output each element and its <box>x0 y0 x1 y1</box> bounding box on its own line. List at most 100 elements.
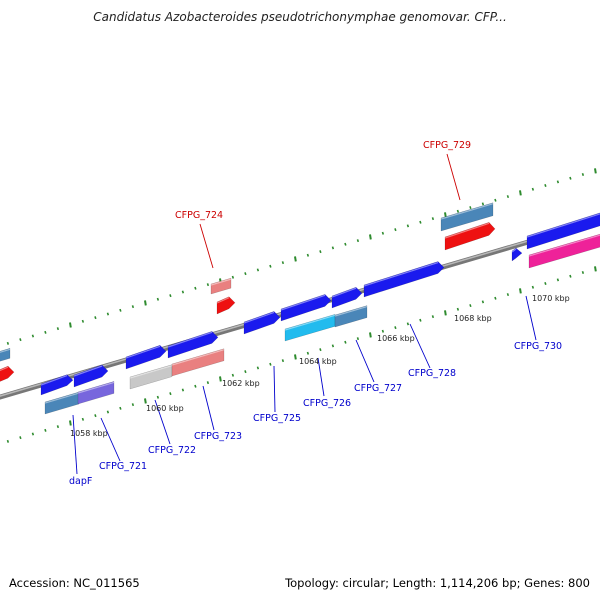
inner-tick <box>56 425 60 429</box>
gene-label-cfpg-728[interactable]: CFPG_728 <box>408 368 456 379</box>
gene-label-dapf[interactable]: dapF <box>69 476 92 487</box>
inner-tick <box>306 351 310 355</box>
gene-label-cfpg-726[interactable]: CFPG_726 <box>303 398 351 409</box>
gene-cfpg-730-upper <box>526 212 600 250</box>
label-leader-lines <box>72 153 537 475</box>
inner-tick <box>431 315 435 319</box>
scale-label-1058: 1058 kbp <box>70 429 108 438</box>
outer-tick <box>306 253 310 257</box>
outer-tick <box>356 239 360 243</box>
genome-summary-text: Topology: circular; Length: 1,114,206 bp… <box>285 576 590 590</box>
gene-cfpg-727 <box>334 305 368 328</box>
gene-label-cfpg-723[interactable]: CFPG_723 <box>194 431 242 442</box>
gene-cfpg-729-shine <box>444 222 490 239</box>
gene-cfpg-729-upper-shine <box>440 203 494 220</box>
scale-labels: 1058 kbp 1060 kbp 1062 kbp 1064 kbp 1066… <box>70 294 570 438</box>
gene-cfpg-724-shine <box>210 278 232 286</box>
inner-tick <box>281 359 285 363</box>
outer-tick <box>19 338 22 342</box>
gene-label-cfpg-721[interactable]: CFPG_721 <box>99 461 147 472</box>
inner-tick <box>581 271 585 275</box>
outer-tick <box>194 286 197 290</box>
inner-tick <box>294 354 297 360</box>
gene-cfpg-721-upper <box>73 364 109 388</box>
gene-left-edge-red <box>0 365 15 382</box>
scale-label-1068: 1068 kbp <box>454 314 492 323</box>
gene-cfpg-724-lower-shine <box>216 297 230 304</box>
inner-tick <box>19 436 22 440</box>
inner-tick <box>69 420 72 426</box>
gene-label-cfpg-727[interactable]: CFPG_727 <box>354 383 402 394</box>
outer-tick <box>56 327 60 331</box>
gene-cfpg-729-upper <box>440 202 494 232</box>
outer-tick <box>144 300 147 306</box>
inner-tick <box>406 322 410 326</box>
gene-label-cfpg-722[interactable]: CFPG_722 <box>148 445 196 456</box>
outer-tick <box>69 322 72 328</box>
gene-label-cfpg-724[interactable]: CFPG_724 <box>175 210 223 221</box>
outer-tick <box>369 234 372 240</box>
inner-tick <box>144 398 147 404</box>
outer-tick <box>344 242 347 246</box>
inner-tick <box>394 326 397 330</box>
inner-tick <box>369 332 372 338</box>
gene-cfpg-724 <box>210 277 232 295</box>
gene-cfpg-730-small <box>511 247 523 262</box>
leader-cfpg-728 <box>409 323 431 369</box>
outer-tick <box>444 212 447 218</box>
outer-tick <box>431 217 435 221</box>
inner-tick <box>419 318 422 322</box>
outer-tick <box>544 184 547 188</box>
gene-label-cfpg-729[interactable]: CFPG_729 <box>423 140 471 151</box>
scale-label-1060: 1060 kbp <box>146 404 184 413</box>
outer-tick <box>169 294 172 298</box>
inner-tick <box>469 304 472 308</box>
scale-label-1066: 1066 kbp <box>377 334 415 343</box>
outer-tick <box>156 297 160 301</box>
outer-tick <box>331 246 335 250</box>
gene-labels: dapF CFPG_721 CFPG_722 CFPG_723 CFPG_724… <box>69 140 562 487</box>
gene-cfpg-723-upper-shine <box>167 331 213 348</box>
outer-tick <box>94 316 97 320</box>
gene-left-edge-steel <box>0 347 11 362</box>
inner-tick <box>531 285 535 289</box>
gene-label-cfpg-730[interactable]: CFPG_730 <box>514 341 562 352</box>
map-title: Candidatus Azobacteroides pseudotrichony… <box>93 10 507 24</box>
inner-tick-ring <box>6 266 597 443</box>
outer-tick <box>469 206 472 210</box>
inner-tick <box>206 381 210 385</box>
outer-tick <box>231 275 235 279</box>
inner-tick <box>131 403 135 407</box>
gene-left-edge-steel-shine <box>0 348 11 353</box>
outer-tick <box>81 319 85 323</box>
leader-dapf <box>72 414 78 475</box>
inner-tick <box>344 340 347 344</box>
gene-cfpg-730 <box>528 233 600 269</box>
inner-tick <box>31 432 35 436</box>
outer-tick <box>381 231 385 235</box>
gene-cfpg-721-shine <box>77 381 115 394</box>
leader-cfpg-721 <box>100 417 121 462</box>
outer-tick-ring <box>6 168 597 345</box>
outer-tick <box>119 308 122 312</box>
outer-tick <box>244 272 247 276</box>
outer-tick <box>319 250 322 254</box>
outer-tick <box>556 180 560 184</box>
outer-tick <box>31 334 35 338</box>
outer-tick <box>44 330 47 334</box>
gene-cfpg-723 <box>171 348 225 377</box>
inner-tick <box>569 274 572 278</box>
outer-tick <box>181 290 185 294</box>
gene-label-cfpg-725[interactable]: CFPG_725 <box>253 413 301 424</box>
scale-label-1064: 1064 kbp <box>299 357 337 366</box>
gene-cfpg-730-upper-shine <box>526 213 600 238</box>
outer-tick <box>581 173 585 177</box>
gene-cfpg-727-upper-shine <box>331 287 357 298</box>
leader-cfpg-724 <box>199 223 214 269</box>
leader-cfpg-726 <box>317 357 325 397</box>
gene-cfpg-725-shine <box>243 311 275 324</box>
gene-cfpg-730-shine <box>528 234 600 257</box>
leader-cfpg-722 <box>154 399 171 445</box>
inner-tick <box>331 344 335 348</box>
